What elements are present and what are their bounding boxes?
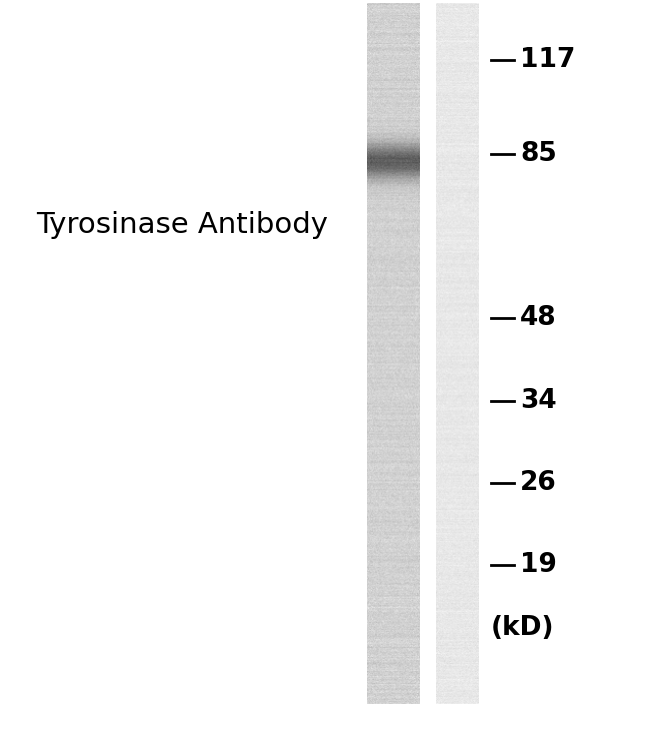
Text: 26: 26 (520, 470, 557, 496)
Text: 117: 117 (520, 47, 575, 73)
Text: 19: 19 (520, 553, 557, 578)
Text: 34: 34 (520, 388, 556, 413)
Text: 85: 85 (520, 141, 557, 166)
Text: Tyrosinase Antibody: Tyrosinase Antibody (36, 210, 328, 239)
Text: 48: 48 (520, 306, 556, 331)
Text: (kD): (kD) (491, 615, 554, 640)
